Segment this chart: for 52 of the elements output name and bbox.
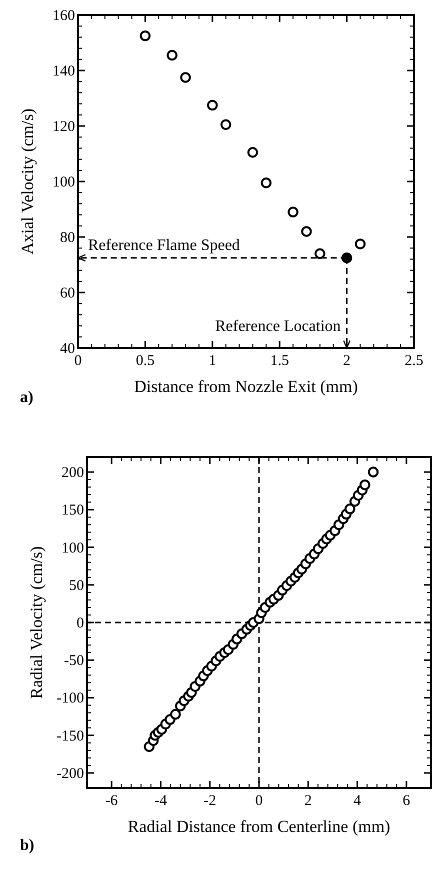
y-tick-label: 200: [62, 465, 84, 482]
y-tick-label: 100: [52, 174, 75, 190]
y-tick-label: -150: [56, 728, 84, 744]
point: [341, 252, 352, 264]
y-tick-label: 150: [62, 502, 84, 519]
x-tick-label: -4: [154, 793, 168, 809]
y-tick-label: -100: [56, 690, 84, 707]
y-tick-label: 50: [69, 578, 84, 594]
x-tick-label: -6: [105, 793, 118, 809]
x-axis-title: Distance from Nozzle Exit (mm): [134, 377, 358, 396]
text: a): [20, 389, 34, 406]
point: [344, 504, 356, 514]
point: [360, 479, 370, 490]
x-tick-label: 2: [304, 793, 312, 809]
ref-line-label: Reference Location: [215, 318, 341, 335]
y-tick-label: 140: [52, 64, 75, 80]
y-tick-label: -200: [56, 766, 84, 782]
point: [288, 206, 298, 218]
point: [247, 147, 258, 158]
x-tick-label: 0: [255, 793, 263, 809]
y-tick-label: 100: [62, 540, 84, 556]
x-tick-label: 2.5: [404, 353, 424, 369]
point: [260, 178, 272, 188]
y-tick-label: 160: [52, 8, 75, 24]
point: [301, 226, 312, 237]
y-tick-label: 40: [60, 341, 75, 357]
y-axis-title: Axial Velocity (cm/s): [18, 108, 37, 255]
x-tick-label: -2: [204, 793, 216, 809]
y-tick-label: 120: [52, 119, 75, 135]
x-tick-label: 2: [343, 353, 351, 369]
y-axis-title: Radial Velocity (cm/s): [27, 546, 46, 699]
ref-line-label: Reference Flame Speed: [88, 236, 240, 254]
y-tick-label: -50: [64, 653, 84, 670]
y-tick-label: 80: [60, 230, 75, 246]
text: b): [20, 837, 34, 854]
point: [368, 466, 379, 478]
point: [166, 50, 178, 61]
x-tick-label: 1: [208, 353, 216, 369]
point: [220, 119, 232, 130]
point: [140, 30, 151, 42]
point: [354, 238, 366, 250]
point: [207, 100, 218, 111]
point: [314, 248, 326, 260]
x-axis-title: Radial Distance from Centerline (mm): [128, 817, 390, 836]
x-tick-label: 6: [402, 793, 411, 809]
x-tick-label: 4: [354, 793, 362, 809]
y-tick-label: 0: [76, 616, 84, 632]
x-tick-label: 0.5: [136, 353, 155, 369]
y-tick-label: 60: [60, 286, 75, 302]
x-tick-label: 1.5: [270, 353, 289, 369]
point: [170, 708, 181, 720]
point: [180, 72, 191, 83]
